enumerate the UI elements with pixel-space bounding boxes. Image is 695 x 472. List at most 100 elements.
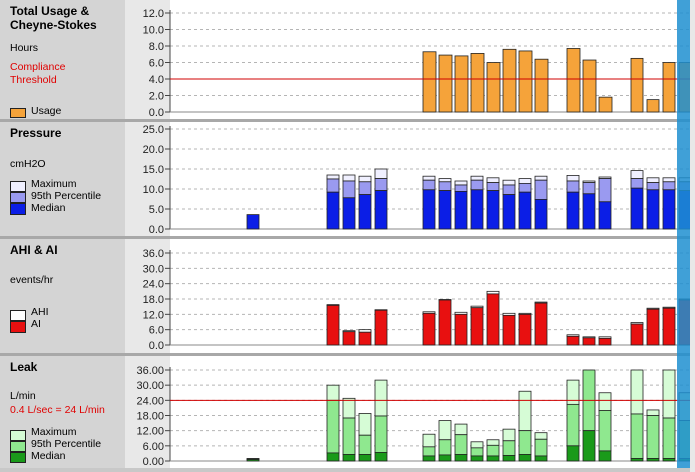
pressure-bar-median [342,197,356,230]
ai-bar [422,312,436,346]
pressure-legend-median: Median [31,202,66,214]
pressure-bar-median [486,190,500,230]
y-tick-label: 5.0 [149,204,164,216]
y-tick-label: 18.00 [136,411,164,423]
leak-unit: L/min [10,390,36,402]
pressure-bar-max [486,177,500,183]
panel-divider[interactable] [0,119,695,122]
usage-legend-swatch [10,108,26,118]
leak-bar-p95 [598,410,612,452]
leak-bar-median [342,454,356,462]
usage-bar [598,96,613,113]
y-tick-label: 10.0 [143,25,164,37]
leak-bar-p95 [486,444,500,457]
pressure-bar-p95 [454,184,468,192]
leak-bar-p95 [534,438,548,457]
leak-bar-p95 [326,399,340,454]
ahi-unit: events/hr [10,274,54,286]
pressure-bar-p95 [342,180,356,199]
leak-bar-median [566,445,580,462]
y-tick-label: 15.0 [143,164,164,176]
pressure-bar-max [646,177,660,183]
pressure-bar-max [422,175,436,181]
leak-bar-median [486,455,500,462]
ai-bar [582,337,596,346]
compliance-threshold-label: Compliance Threshold [10,61,66,86]
y-tick-label: 6.0 [149,58,164,70]
leak-bar-max [358,413,372,436]
ai-bar [646,308,660,346]
pressure-bar-p95 [470,179,484,191]
pressure-bar-p95 [534,179,548,200]
ai-bar [534,302,548,346]
leak-bar-p95 [374,415,388,453]
pressure-legend-p95: 95th Percentile [31,190,102,202]
usage-panel: Total Usage & Cheyne-Stokes Hours Compli… [0,0,695,120]
pressure-bar-median [662,189,676,230]
panel-divider[interactable] [0,353,695,356]
y-tick-label: 0.0 [149,224,164,236]
leak-bar-max [630,369,644,415]
leak-bar-p95 [358,434,372,455]
leak-bar-median [438,454,452,462]
pressure-bar-max [358,175,372,183]
right-scrollbar[interactable] [690,0,695,472]
y-tick-label: 20.0 [143,144,164,156]
bottom-border [0,468,695,472]
ai-bar [326,304,340,346]
pressure-bar-max [662,177,676,183]
ahi-legend-ahi: AHI [31,306,49,318]
leak-bar-max [454,423,468,436]
usage-bar [646,99,660,113]
leak-bar-median [326,452,340,462]
usage-unit: Hours [10,42,39,54]
usage-bar [454,55,469,113]
leak-legend-median: Median [31,450,66,462]
pressure-bar-median [438,190,452,230]
pressure-bar-p95 [326,178,340,193]
pressure-bar-max [454,180,468,186]
leak-title: Leak [10,360,38,374]
pressure-bar-median [326,191,340,230]
usage-bar [534,58,549,113]
usage-bar [630,57,644,113]
leak-bar-p95 [566,403,580,447]
pressure-panel: Pressure cmH2O Maximum 95th Percentile M… [0,122,695,236]
pressure-title: Pressure [10,126,62,140]
leak-bar-max [486,439,500,446]
ai-bar [358,331,372,346]
ahi-label-area: AHI & AI events/hr AHI AI [0,239,125,353]
panel-divider[interactable] [0,236,695,239]
y-tick-label: 30.0 [143,263,164,275]
pressure-bar-max [630,170,644,179]
ahi-legend-swatch-ahi [10,310,26,321]
ai-bar [598,337,612,346]
y-tick-label: 6.0 [149,325,164,337]
pressure-bar-max [438,178,452,183]
selected-day-highlight[interactable] [677,0,691,468]
ai-bar [566,335,580,346]
y-tick-label: 10.0 [143,184,164,196]
y-tick-label: 0.0 [149,107,164,119]
leak-bar-max [518,390,532,432]
leak-bar-max [342,397,356,419]
usage-bar [502,48,517,113]
leak-bar-max [374,379,388,417]
usage-bar [486,62,501,113]
pressure-bar-max [502,179,516,186]
leak-bar-max [438,420,452,441]
y-tick-label: 36.0 [143,248,164,260]
pressure-bar-median [246,214,260,230]
pressure-bar-p95 [358,181,372,195]
ai-bar [518,313,532,346]
pressure-bar-max [374,168,388,180]
pressure-bar-max [534,175,548,181]
pressure-bar-median [630,187,644,230]
y-tick-label: 12.0 [143,309,164,321]
pressure-bar-median [502,194,516,230]
pressure-bar-p95 [486,182,500,191]
leak-bar-median [374,452,388,462]
y-tick-label: 0.00 [143,456,164,468]
pressure-bar-max [342,174,356,182]
usage-title: Total Usage & Cheyne-Stokes [10,4,97,32]
